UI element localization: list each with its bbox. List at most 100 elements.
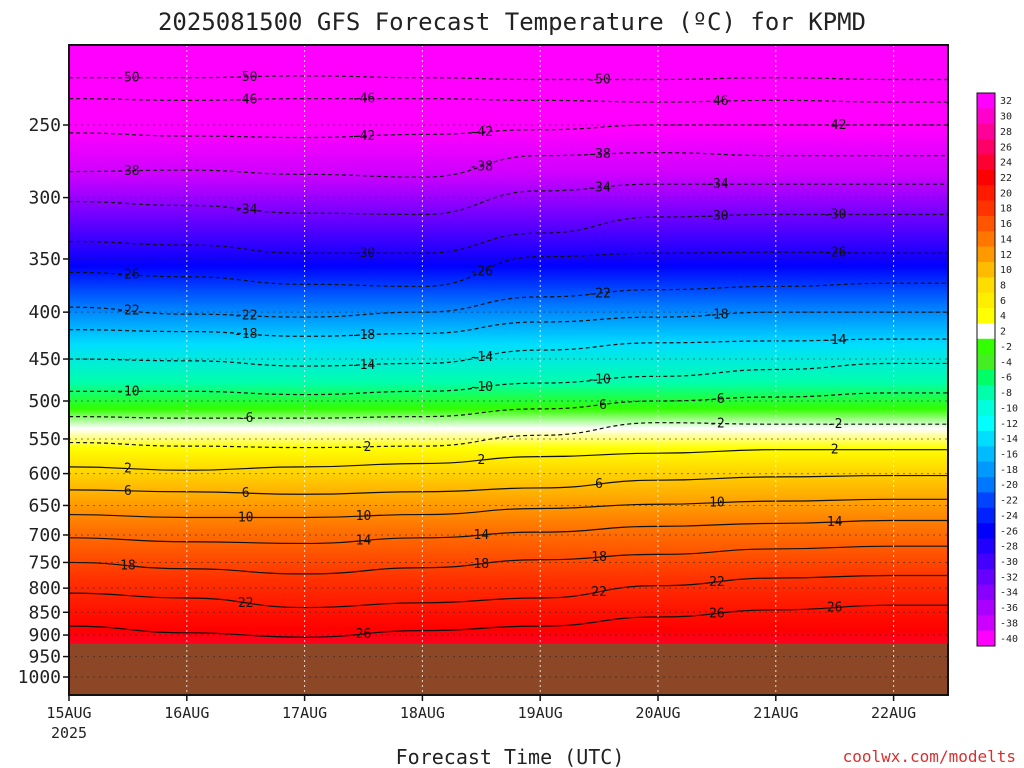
colorbar-label: -38 — [1000, 618, 1018, 629]
colorbar-label: -24 — [1000, 511, 1018, 522]
contour-label: 6 — [124, 484, 132, 499]
colorbar-label: 30 — [1000, 112, 1012, 123]
contour-label: -42 — [352, 129, 375, 144]
contour-label: -30 — [823, 207, 846, 222]
colorbar-label: -12 — [1000, 419, 1018, 430]
contour-label: -46 — [705, 94, 728, 109]
temperature-field — [69, 45, 948, 695]
contour-label: -6 — [591, 398, 607, 413]
colorbar-swatch — [977, 461, 995, 478]
contour-label: 22 — [709, 575, 725, 590]
contour-label: -50 — [234, 70, 257, 85]
contour-label: -14 — [823, 333, 847, 348]
colorbar-swatch — [977, 553, 995, 570]
colorbar-label: -30 — [1000, 557, 1018, 568]
grid-layer — [69, 45, 948, 695]
contour-label: 6 — [242, 486, 250, 501]
y-tick-label: 1000 — [18, 667, 61, 688]
contour-label: 18 — [120, 559, 136, 574]
colorbar-swatch — [977, 215, 995, 232]
contour-label: -18 — [705, 308, 728, 323]
contour-label: 10 — [238, 511, 254, 526]
contour-line — [69, 282, 948, 318]
contour-label: -2 — [356, 440, 372, 455]
contour-line — [69, 124, 948, 139]
colorbar-label: -10 — [1000, 403, 1018, 414]
colorbar-swatch — [977, 615, 995, 632]
y-tick-label: 850 — [28, 602, 61, 623]
colorbar-label: 14 — [1000, 234, 1012, 245]
colorbar-label: 28 — [1000, 127, 1012, 138]
contour-label: -42 — [823, 118, 846, 133]
contour-label: -46 — [234, 93, 257, 108]
x-axis-label: Forecast Time (UTC) — [396, 745, 625, 768]
contour-label: -34 — [705, 177, 729, 192]
x-tick-year: 2025 — [51, 724, 87, 742]
colorbar-swatch — [977, 507, 995, 524]
y-tick-label: 350 — [28, 249, 61, 270]
colorbar-swatch — [977, 231, 995, 248]
contour-label: -18 — [234, 327, 257, 342]
colorbar-swatch — [977, 323, 995, 340]
colorbar-swatch — [977, 338, 995, 355]
y-axis: 2503003504004505005506006507007508008509… — [18, 115, 69, 688]
contour-label: -22 — [234, 309, 257, 324]
colorbar-label: 8 — [1000, 281, 1006, 292]
contour-label: -34 — [234, 202, 258, 217]
contour-line — [69, 183, 948, 216]
contour-label: -38 — [470, 159, 493, 174]
contour-line — [69, 213, 948, 254]
contour-line — [69, 474, 948, 495]
contour-line — [69, 251, 948, 288]
ground-fill — [69, 643, 948, 695]
contour-label: 22 — [591, 585, 607, 600]
contour-label: 18 — [591, 550, 607, 565]
x-tick-label: 16AUG — [164, 704, 209, 722]
plot-area: -50 -50 -50 -46 -46 -46 -42 -42 -42 -38 -38 -38 -34 -… — [69, 45, 948, 695]
colorbar-label: -28 — [1000, 542, 1018, 553]
contour-label: -26 — [470, 265, 493, 280]
contour-label: -2 — [827, 417, 843, 432]
contour-line — [69, 392, 948, 419]
contour-label: 26 — [827, 601, 843, 616]
colorbar-swatch — [977, 292, 995, 309]
x-tick-label: 20AUG — [635, 704, 680, 722]
y-tick-label: 650 — [28, 495, 61, 516]
y-tick-label: 300 — [28, 188, 61, 209]
colorbar-label: 16 — [1000, 219, 1012, 230]
contour-label: -2 — [709, 416, 725, 431]
colorbar-swatch — [977, 599, 995, 616]
y-tick-label: 700 — [28, 525, 61, 546]
colorbar-label: -2 — [1000, 342, 1012, 353]
y-tick-label: 500 — [28, 391, 61, 412]
colorbar-swatch — [977, 123, 995, 140]
colorbar-swatch — [977, 108, 995, 125]
x-tick-label: 15AUG — [46, 704, 91, 722]
colorbar-swatch — [977, 523, 995, 539]
contour-line — [69, 449, 948, 471]
contour-label: 10 — [709, 496, 725, 511]
colorbar-swatch — [977, 139, 995, 155]
colorbar-label: 4 — [1000, 311, 1006, 322]
contour-label: -22 — [116, 304, 139, 319]
colorbar-swatch — [977, 354, 995, 370]
contour-label: -10 — [116, 384, 139, 399]
colorbar-swatch — [977, 246, 995, 263]
contour-label: -46 — [352, 92, 375, 107]
colorbar-swatch — [977, 93, 995, 109]
y-tick-label: 250 — [28, 115, 61, 136]
y-tick-label: 400 — [28, 302, 61, 323]
colorbar: 32 30 28 26 24 22 20 18 16 14 12 10 8 6 4 2 -2 -4 -6 -8 -10 -… — [976, 92, 1018, 647]
contour-line — [69, 498, 948, 519]
colorbar-label: -22 — [1000, 496, 1018, 507]
contour-label: -6 — [238, 411, 254, 426]
colorbar-swatch — [977, 200, 995, 217]
colorbar-swatch — [977, 154, 995, 171]
colorbar-label: -16 — [1000, 449, 1018, 460]
colorbar-swatch — [977, 369, 995, 386]
colorbar-label: -4 — [1000, 357, 1012, 368]
contour-label: 2 — [477, 453, 485, 468]
colorbar-swatch — [977, 430, 995, 447]
x-axis: 15AUG 16AUG 17AUG 18AUG 19AUG 20AUG 21AUG 22AUG — [46, 695, 916, 722]
